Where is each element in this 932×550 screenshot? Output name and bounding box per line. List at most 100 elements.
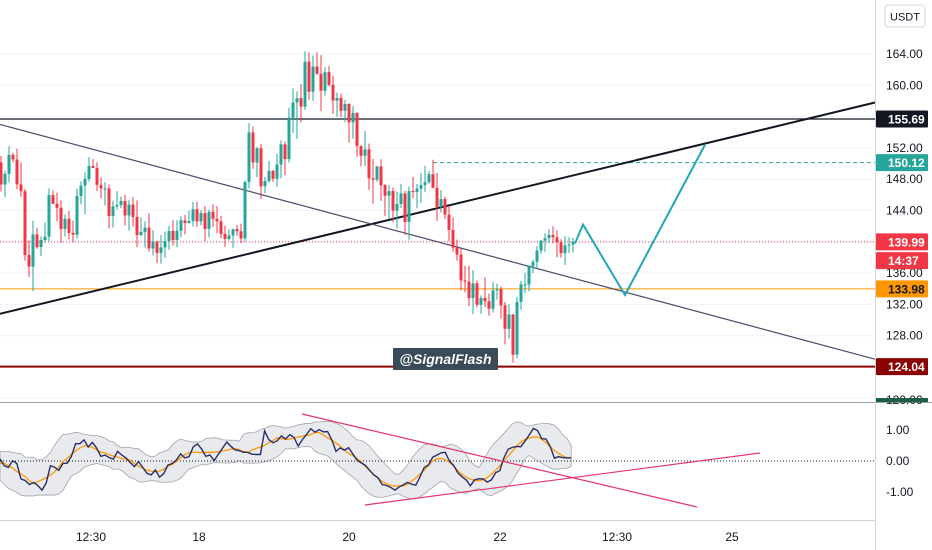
candle-body: [451, 229, 455, 248]
candle-body: [135, 216, 139, 236]
time-tick-label: 12:30: [76, 530, 106, 544]
candle-body: [379, 166, 383, 186]
candle-body: [127, 204, 131, 216]
candle-body: [3, 173, 7, 185]
trendline-resistance[interactable]: [0, 123, 876, 360]
time-axis[interactable]: 12:30 18 20 22 12:30 25: [76, 530, 739, 544]
candle-body: [511, 314, 515, 355]
candle-body: [467, 281, 471, 299]
candle-body: [223, 233, 227, 239]
candle-body: [267, 170, 271, 182]
candle-body: [543, 238, 547, 241]
price-tag-label: 124.04: [888, 360, 925, 374]
candle-body: [211, 211, 215, 219]
watermark: @SignalFlash: [393, 348, 498, 370]
candle-body: [539, 240, 543, 251]
candle-body: [107, 188, 111, 217]
candle-body: [183, 220, 187, 224]
candle-body: [327, 72, 331, 85]
projection: [574, 144, 706, 298]
oscillator-tick-label: 1.00: [886, 423, 910, 437]
candle-body: [111, 206, 115, 217]
candle-body: [155, 241, 159, 253]
candle-body: [479, 297, 483, 305]
candle-body: [147, 227, 151, 249]
candle-body: [175, 230, 179, 240]
candle-body: [523, 284, 527, 286]
candle-body: [403, 193, 407, 223]
candle-body: [191, 209, 195, 222]
candle-body: [235, 229, 239, 232]
candle-body: [447, 214, 451, 230]
candle-body: [391, 191, 395, 211]
candle-body: [303, 61, 307, 107]
oscillator-tick-label: 0.00: [886, 454, 910, 468]
candle-body: [547, 234, 551, 239]
candle-body: [19, 184, 23, 192]
candle-body: [491, 290, 495, 309]
price-tag: [876, 252, 928, 270]
currency-badge[interactable]: USDT: [884, 4, 926, 28]
price-tick-label: 160.00: [886, 78, 923, 92]
candle-body: [195, 209, 199, 222]
candle-body: [563, 245, 567, 254]
candle-body: [395, 204, 399, 211]
candle-body: [319, 73, 323, 91]
candle-body: [503, 305, 507, 329]
candle-body: [75, 195, 79, 235]
candle-body: [83, 178, 87, 186]
candle-body: [387, 191, 391, 196]
candle-body: [231, 229, 235, 236]
candle-body: [559, 242, 563, 254]
candle-body: [7, 154, 11, 174]
price-tag: [876, 358, 928, 376]
candle-body: [47, 195, 51, 237]
candle-body: [227, 235, 231, 239]
candle-body: [551, 234, 555, 238]
candle-body: [291, 102, 295, 118]
price-tags: 155.69 150.12 139.99 14:37 133.98 124.04: [876, 110, 928, 402]
time-tick-label: 20: [342, 530, 356, 544]
candle-body: [123, 200, 127, 216]
candle-body: [419, 184, 423, 189]
candle-body: [207, 211, 211, 229]
candle-body: [139, 231, 143, 236]
candle-body: [219, 221, 223, 234]
candle-body: [247, 132, 251, 182]
candle-body: [555, 237, 559, 243]
candle-body: [279, 144, 283, 165]
candle-body: [351, 112, 355, 123]
candle-body: [367, 149, 371, 179]
candle-body: [375, 166, 379, 180]
candle-body: [359, 145, 363, 156]
candle-body: [15, 159, 19, 185]
candle-body: [335, 97, 339, 101]
candle-body: [171, 230, 175, 240]
horizontal-levels: [0, 118, 875, 368]
candle-body: [27, 255, 31, 267]
candle-body: [483, 297, 487, 302]
price-tick-label: 132.00: [886, 297, 923, 311]
currency-label: USDT: [890, 12, 920, 24]
projection-path[interactable]: [574, 144, 706, 298]
candle-body: [55, 203, 59, 208]
candle-body: [431, 174, 435, 188]
candle-body: [131, 204, 135, 217]
oscillator-trendline-up[interactable]: [364, 452, 761, 506]
candle-body: [311, 66, 315, 92]
candle-body: [323, 72, 327, 91]
price-tick-label: 136.00: [886, 266, 923, 280]
candles: [0, 51, 575, 363]
candle-body: [427, 174, 431, 183]
candle-body: [507, 314, 511, 329]
price-tag-label: 150.12: [888, 156, 925, 170]
candle-body: [103, 188, 107, 190]
candle-body: [115, 205, 119, 207]
price-tick-label: 128.00: [886, 329, 923, 343]
candle-body: [487, 301, 491, 309]
candle-body: [363, 149, 367, 156]
price-tag: [876, 154, 928, 172]
oscillator-trendline-down[interactable]: [301, 413, 698, 508]
candle-body: [163, 241, 167, 248]
